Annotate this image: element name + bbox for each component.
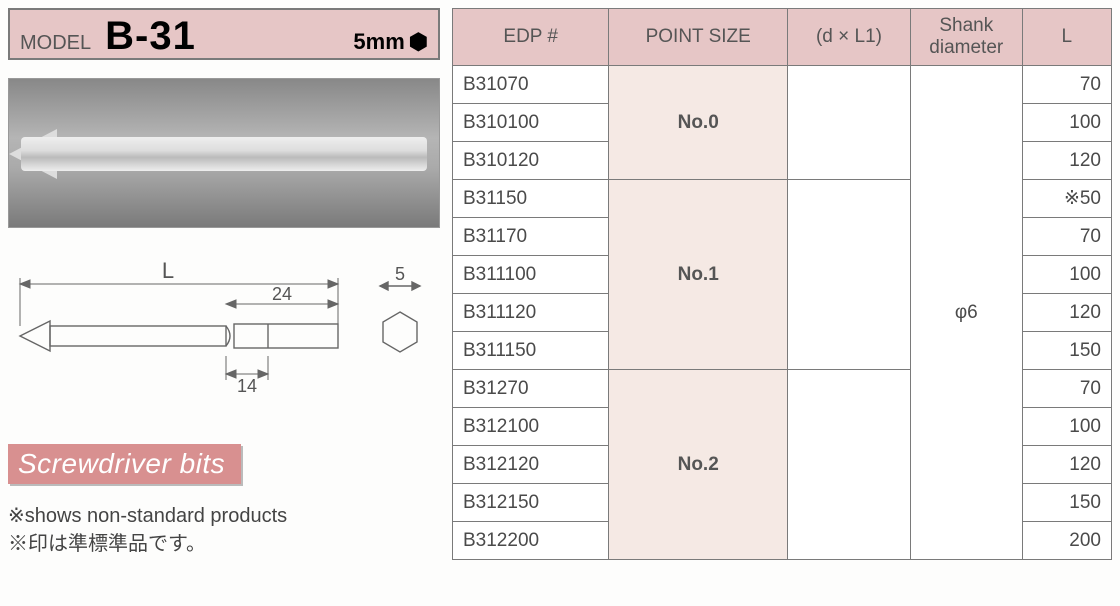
- cell-shank-diameter: φ6: [910, 66, 1022, 560]
- cell-length: ※50: [1022, 180, 1111, 218]
- cell-length: 200: [1022, 522, 1111, 560]
- col-point: POINT SIZE: [609, 9, 788, 66]
- note-en: ※shows non-standard products: [8, 502, 440, 530]
- note-jp: ※印は準標準品です。: [8, 530, 440, 558]
- cell-edp: B31170: [453, 218, 609, 256]
- cell-edp: B31150: [453, 180, 609, 218]
- cell-edp: B310100: [453, 104, 609, 142]
- model-shank-size: 5mm ⬢: [353, 29, 428, 55]
- cell-point-size: No.0: [609, 66, 788, 180]
- cell-edp: B31070: [453, 66, 609, 104]
- model-size-text: 5mm: [353, 29, 404, 55]
- left-pane: MODEL B-31 5mm ⬢ L 24: [8, 8, 440, 598]
- col-edp: EDP #: [453, 9, 609, 66]
- model-box: MODEL B-31 5mm ⬢: [8, 8, 440, 60]
- diagram-14: 14: [237, 376, 257, 396]
- cell-length: 70: [1022, 218, 1111, 256]
- col-len: L: [1022, 9, 1111, 66]
- notes: ※shows non-standard products ※印は準標準品です。: [8, 502, 440, 558]
- table-head: EDP #POINT SIZE(d × L1)ShankdiameterL: [453, 9, 1112, 66]
- cell-edp: B312150: [453, 484, 609, 522]
- cell-length: 100: [1022, 104, 1111, 142]
- cell-length: 100: [1022, 408, 1111, 446]
- cell-length: 120: [1022, 446, 1111, 484]
- cell-edp: B312200: [453, 522, 609, 560]
- cell-length: 120: [1022, 142, 1111, 180]
- table-header-row: EDP #POINT SIZE(d × L1)ShankdiameterL: [453, 9, 1112, 66]
- cell-edp: B311100: [453, 256, 609, 294]
- col-shank: Shankdiameter: [910, 9, 1022, 66]
- table-row: B31070No.0φ670: [453, 66, 1112, 104]
- model-label: MODEL: [20, 32, 91, 55]
- cell-edp: B310120: [453, 142, 609, 180]
- model-code: B-31: [105, 14, 339, 59]
- hex-icon: ⬢: [409, 29, 428, 55]
- right-pane: EDP #POINT SIZE(d × L1)ShankdiameterL B3…: [452, 8, 1112, 598]
- cell-point-size: No.1: [609, 180, 788, 370]
- table-body: B31070No.0φ670B310100100B310120120B31150…: [453, 66, 1112, 560]
- cell-length: 120: [1022, 294, 1111, 332]
- cell-d-l1: [788, 66, 911, 180]
- cell-length: 70: [1022, 370, 1111, 408]
- cell-edp: B312100: [453, 408, 609, 446]
- cell-edp: B311120: [453, 294, 609, 332]
- spec-table: EDP #POINT SIZE(d × L1)ShankdiameterL B3…: [452, 8, 1112, 560]
- cell-d-l1: [788, 180, 911, 370]
- cell-edp: B312120: [453, 446, 609, 484]
- cell-point-size: No.2: [609, 370, 788, 560]
- diagram-24: 24: [272, 284, 292, 304]
- section-title: Screwdriver bits: [8, 444, 241, 484]
- photo-body: [21, 137, 427, 171]
- cell-length: 150: [1022, 332, 1111, 370]
- cell-edp: B31270: [453, 370, 609, 408]
- diagram-L-label: L: [162, 258, 174, 283]
- cell-length: 150: [1022, 484, 1111, 522]
- cell-d-l1: [788, 370, 911, 560]
- cell-edp: B311150: [453, 332, 609, 370]
- cell-length: 100: [1022, 256, 1111, 294]
- dimension-diagram: L 24 14 5: [8, 256, 440, 396]
- cell-length: 70: [1022, 66, 1111, 104]
- product-photo: [8, 78, 440, 228]
- diagram-5: 5: [395, 264, 405, 284]
- col-dl1: (d × L1): [788, 9, 911, 66]
